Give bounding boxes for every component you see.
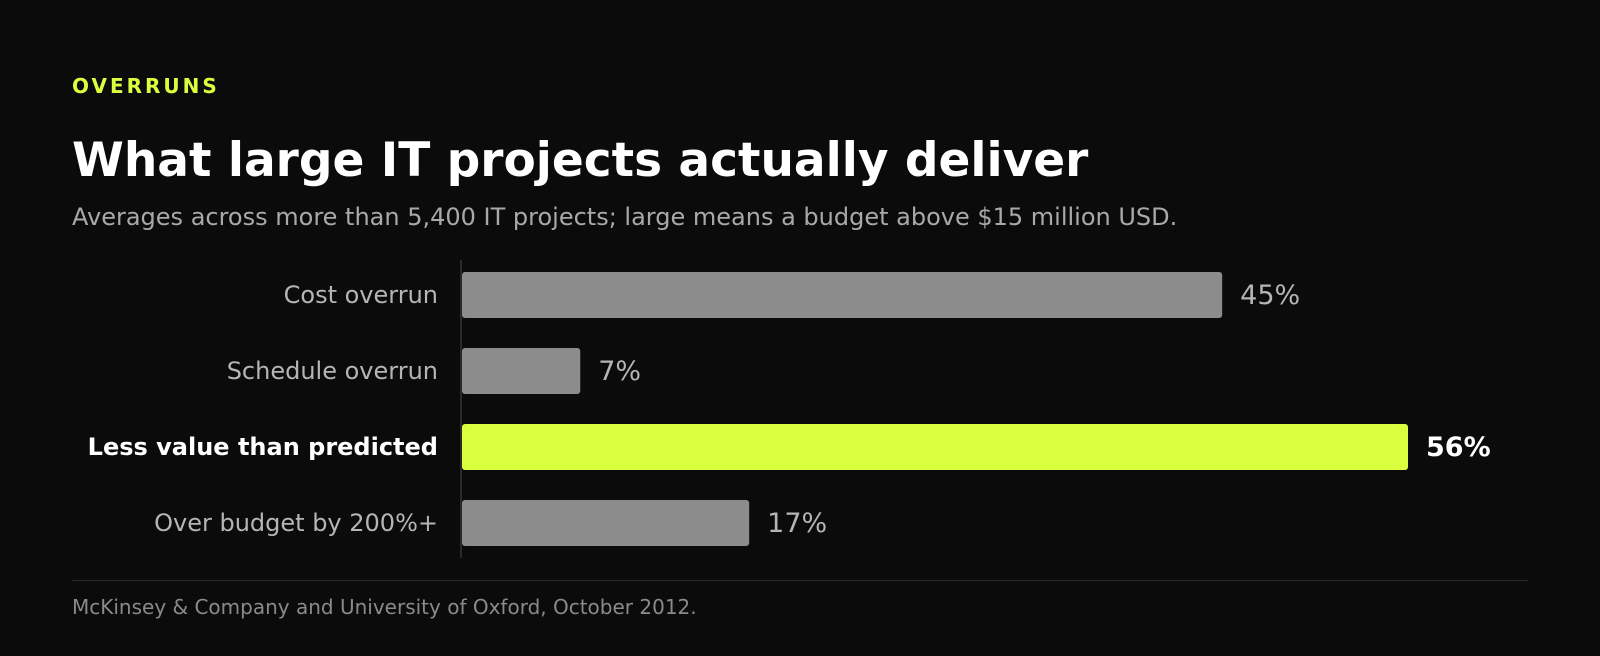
category-label: Cost overrun [284,281,438,309]
bar [462,424,1408,470]
bar [462,500,750,546]
bar [462,348,581,394]
category-label: Schedule overrun [227,357,438,385]
value-label: 7% [598,356,641,387]
value-label: 56% [1426,432,1491,463]
chart-subtitle: Averages across more than 5,400 IT proje… [72,203,1178,231]
footer-divider [72,580,1528,581]
chart-kicker: OVERRUNS [72,74,220,98]
value-label: 45% [1240,280,1300,311]
category-label: Over budget by 200%+ [154,509,438,537]
category-label: Less value than predicted [88,433,438,461]
value-label: 17% [767,508,827,539]
bar [462,272,1223,318]
chart-title: What large IT projects actually deliver [72,133,1089,188]
source-note: McKinsey & Company and University of Oxf… [72,595,697,619]
bar-chart: Cost overrun 45% Schedule overrun 7% Less va… [88,260,1491,558]
